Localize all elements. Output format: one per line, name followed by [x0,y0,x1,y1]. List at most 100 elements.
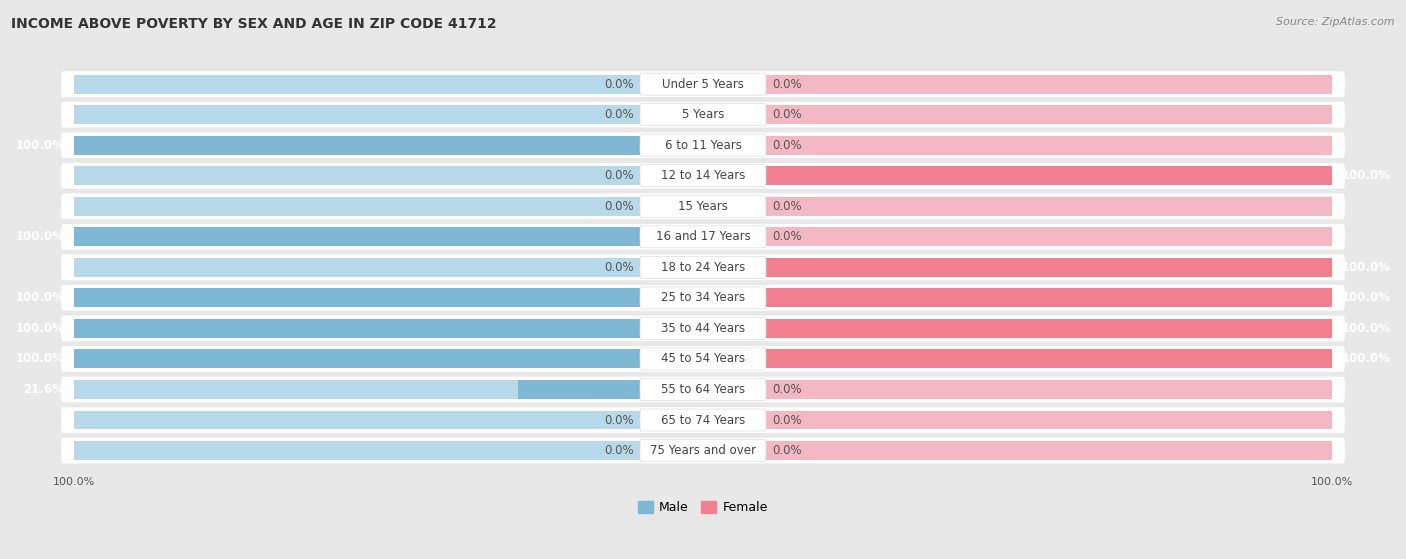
Bar [766,258,1333,277]
FancyBboxPatch shape [640,226,766,248]
FancyBboxPatch shape [640,287,766,309]
Bar [73,197,640,216]
Bar [517,380,640,399]
FancyBboxPatch shape [640,103,766,126]
Bar [73,410,640,429]
Text: 0.0%: 0.0% [605,414,634,427]
FancyBboxPatch shape [640,195,766,217]
FancyBboxPatch shape [60,163,1346,188]
Text: Source: ZipAtlas.com: Source: ZipAtlas.com [1277,17,1395,27]
Bar [766,349,1333,368]
Bar [73,441,640,460]
Bar [766,288,1333,307]
Text: 15 Years: 15 Years [678,200,728,213]
Bar [766,380,1333,399]
FancyBboxPatch shape [640,165,766,187]
FancyBboxPatch shape [60,438,1346,463]
Bar [73,349,640,368]
Bar [73,319,640,338]
Bar [73,319,640,338]
Text: 5 Years: 5 Years [682,108,724,121]
Text: 45 to 54 Years: 45 to 54 Years [661,353,745,366]
Bar [766,166,1333,185]
Bar [73,75,640,93]
Text: 0.0%: 0.0% [605,108,634,121]
Text: 16 and 17 Years: 16 and 17 Years [655,230,751,243]
FancyBboxPatch shape [60,72,1346,97]
FancyBboxPatch shape [640,318,766,339]
Text: 100.0%: 100.0% [1341,169,1391,182]
Bar [766,105,1333,124]
Legend: Male, Female: Male, Female [633,496,773,519]
Bar [766,319,1333,338]
FancyBboxPatch shape [640,378,766,400]
Bar [766,349,1333,368]
Bar [73,349,640,368]
Text: 100.0%: 100.0% [15,291,65,305]
Bar [766,258,1333,277]
Text: 0.0%: 0.0% [772,200,801,213]
Bar [766,319,1333,338]
Text: 100.0%: 100.0% [15,230,65,243]
Text: 75 Years and over: 75 Years and over [650,444,756,457]
Bar [73,166,640,185]
Bar [766,441,1333,460]
Bar [766,228,1333,247]
Bar [73,228,640,247]
Text: Under 5 Years: Under 5 Years [662,78,744,91]
Text: 6 to 11 Years: 6 to 11 Years [665,139,741,151]
Text: INCOME ABOVE POVERTY BY SEX AND AGE IN ZIP CODE 41712: INCOME ABOVE POVERTY BY SEX AND AGE IN Z… [11,17,496,31]
Bar [766,166,1333,185]
Text: 100.0%: 100.0% [15,139,65,151]
Text: 65 to 74 Years: 65 to 74 Years [661,414,745,427]
Text: 100.0%: 100.0% [1341,322,1391,335]
FancyBboxPatch shape [60,254,1346,280]
Text: 100.0%: 100.0% [15,353,65,366]
FancyBboxPatch shape [640,134,766,156]
FancyBboxPatch shape [60,132,1346,158]
Bar [766,136,1333,155]
FancyBboxPatch shape [60,407,1346,433]
Text: 18 to 24 Years: 18 to 24 Years [661,261,745,274]
FancyBboxPatch shape [640,257,766,278]
Bar [73,136,640,155]
Bar [73,288,640,307]
Text: 35 to 44 Years: 35 to 44 Years [661,322,745,335]
Text: 100.0%: 100.0% [1341,291,1391,305]
FancyBboxPatch shape [60,224,1346,250]
Text: 0.0%: 0.0% [605,444,634,457]
Bar [73,380,640,399]
Bar [73,136,640,155]
Bar [766,197,1333,216]
Text: 100.0%: 100.0% [1341,353,1391,366]
FancyBboxPatch shape [60,285,1346,311]
Text: 0.0%: 0.0% [772,230,801,243]
FancyBboxPatch shape [640,409,766,431]
Bar [766,410,1333,429]
FancyBboxPatch shape [60,102,1346,127]
FancyBboxPatch shape [60,377,1346,402]
Text: 100.0%: 100.0% [1341,261,1391,274]
FancyBboxPatch shape [60,346,1346,372]
Bar [766,75,1333,93]
Text: 0.0%: 0.0% [772,108,801,121]
Text: 0.0%: 0.0% [772,383,801,396]
Text: 0.0%: 0.0% [772,444,801,457]
FancyBboxPatch shape [640,439,766,462]
Text: 21.6%: 21.6% [24,383,65,396]
Bar [766,288,1333,307]
Text: 100.0%: 100.0% [15,322,65,335]
Bar [73,228,640,247]
Text: 0.0%: 0.0% [772,414,801,427]
Text: 0.0%: 0.0% [605,169,634,182]
FancyBboxPatch shape [60,316,1346,341]
Bar [73,258,640,277]
Text: 0.0%: 0.0% [605,261,634,274]
FancyBboxPatch shape [640,73,766,95]
Text: 0.0%: 0.0% [772,78,801,91]
Text: 12 to 14 Years: 12 to 14 Years [661,169,745,182]
Bar [73,288,640,307]
FancyBboxPatch shape [60,193,1346,219]
FancyBboxPatch shape [640,348,766,370]
Text: 0.0%: 0.0% [772,139,801,151]
